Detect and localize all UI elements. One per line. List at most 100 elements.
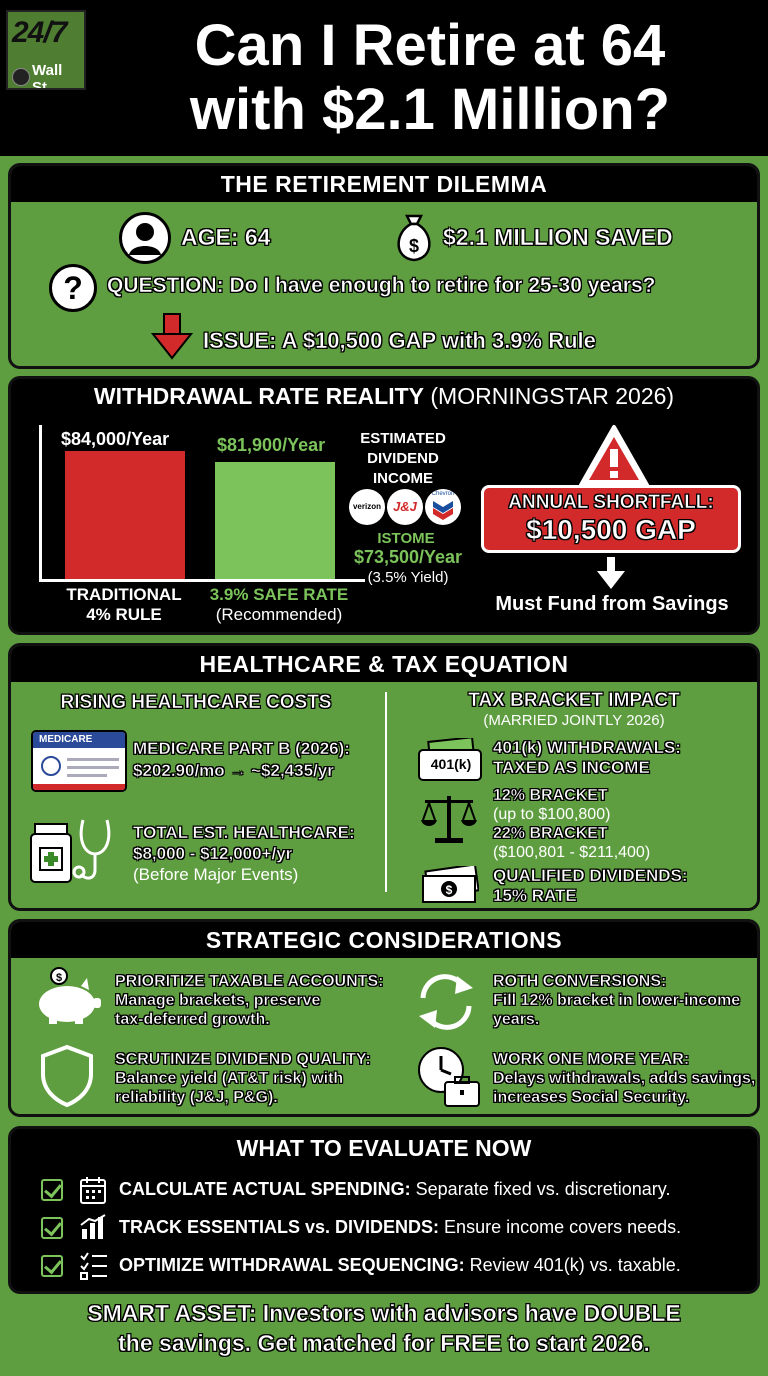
medicare-text: MEDICARE PART B (2026): $202.90/mo → ~$2… <box>133 738 350 782</box>
strategy-2-line-2: years. <box>493 1011 540 1029</box>
chevron-logo-text: Chevron <box>431 491 455 497</box>
section-divider <box>385 692 387 892</box>
evaluate-item-1-bold: CALCULATE ACTUAL SPENDING: <box>119 1179 411 1199</box>
bar2-category-line-2: (Recommended) <box>215 605 343 624</box>
strategy-3-title: SCRUTINIZE DIVIDEND QUALITY: <box>115 1051 371 1069</box>
withdrawal-heading-light: (MORNINGSTAR 2026) <box>430 383 675 409</box>
dividend-line-1: ESTIMATED <box>360 430 446 447</box>
evaluate-now-card: WHAT TO EVALUATE NOW CALCULATE ACTUAL SP… <box>8 1126 760 1294</box>
medicare-line-1: MEDICARE PART B (2026): <box>133 739 350 759</box>
total-healthcare-text: TOTAL EST. HEALTHCARE: $8,000 - $12,000+… <box>133 822 355 885</box>
checklist-icon <box>79 1251 109 1281</box>
scales-icon <box>419 790 479 846</box>
bar-chart-icon <box>79 1213 107 1241</box>
pill-bottle-stethoscope-icon <box>27 814 119 886</box>
healthcare-tax-card: HEALTHCARE & TAX EQUATION RISING HEALTHC… <box>8 643 760 911</box>
bracket-12: 12% BRACKET <box>493 787 608 805</box>
bar1-category-line-2: 4% RULE <box>86 605 162 624</box>
total-line-1: TOTAL EST. HEALTHCARE: <box>133 823 355 843</box>
strategy-3: SCRUTINIZE DIVIDEND QUALITY: Balance yie… <box>115 1050 405 1107</box>
jnj-logo: J&J <box>387 489 423 525</box>
evaluate-item-2-bold: TRACK ESSENTIALS vs. DIVIDENDS: <box>119 1217 440 1237</box>
svg-text:$: $ <box>446 883 453 897</box>
bar2-value-label: $81,900/Year <box>217 435 326 455</box>
wall-st-logo[interactable]: 24/7 Wall St. <box>6 10 86 90</box>
checkbox-icon[interactable] <box>41 1217 63 1239</box>
checkbox-icon[interactable] <box>41 1255 63 1277</box>
bar1-category-line-1: TRADITIONAL <box>66 585 182 604</box>
withdrawal-rate-card: WITHDRAWAL RATE REALITY (MORNINGSTAR 202… <box>8 376 760 635</box>
footer-line-1: SMART ASSET: Investors with advisors hav… <box>87 1300 681 1327</box>
calendar-icon <box>79 1175 107 1205</box>
bar-traditional-4pct <box>65 451 185 579</box>
strategic-considerations-card: STRATEGIC CONSIDERATIONS $ PRIORITIZE TA… <box>8 919 760 1117</box>
smart-asset-footer[interactable]: SMART ASSET: Investors with advisors hav… <box>8 1298 760 1362</box>
title-line-2: with $2.1 Million? <box>189 77 671 142</box>
shortfall-label: ANNUAL SHORTFALL: <box>508 492 714 514</box>
bar2-category-label: 3.9% SAFE RATE (Recommended) <box>199 585 359 625</box>
arrow-down-icon <box>150 312 194 360</box>
withdrawal-heading-bold: WITHDRAWAL RATE REALITY <box>93 383 424 409</box>
strategy-4: WORK ONE MORE YEAR: Delays withdrawals, … <box>493 1050 757 1107</box>
money-bag-icon: $ <box>389 210 439 264</box>
wallet-label: 401(k) <box>430 756 472 772</box>
svg-text:$: $ <box>56 972 62 984</box>
page-title: Can I Retire at 64 with $2.1 Million? <box>100 14 760 142</box>
fund-from-savings: Must Fund from Savings <box>495 593 729 615</box>
evaluate-item-3-text: Review 401(k) vs. taxable. <box>464 1255 681 1275</box>
istome-label: ISTOME <box>377 530 435 547</box>
medicare-line-2: $202.90/mo → ~$2,435/yr <box>133 761 334 781</box>
strategy-1-title: PRIORITIZE TAXABLE ACCOUNTS: <box>115 973 384 991</box>
healthcare-heading: HEALTHCARE & TAX EQUATION <box>11 646 757 682</box>
shortfall-value: $10,500 GAP <box>526 514 696 546</box>
dividend-amount: $73,500/Year <box>353 547 463 567</box>
dividend-line-2: DIVIDEND <box>367 450 439 467</box>
header: 24/7 Wall St. Can I Retire at 64 with $2… <box>0 0 768 156</box>
bracket-12-range: (up to $100,800) <box>493 806 611 823</box>
bar-safe-rate-3-9pct <box>215 462 335 579</box>
withdrawals-text: 401(k) WITHDRAWALS: TAXED AS INCOME <box>493 738 681 778</box>
shortfall-box: ANNUAL SHORTFALL: $10,500 GAP <box>481 485 741 553</box>
issue-text: ISSUE: A $10,500 GAP with 3.9% Rule <box>203 328 596 354</box>
globe-icon <box>12 68 30 86</box>
bar1-value-label: $84,000/Year <box>61 429 170 449</box>
warning-icon <box>577 423 651 489</box>
strategy-4-title: WORK ONE MORE YEAR: <box>493 1051 690 1069</box>
qualified-dividends-text: QUALIFIED DIVIDENDS: 15% RATE <box>493 866 688 906</box>
person-icon <box>119 212 171 264</box>
dividend-yield: (3.5% Yield) <box>367 569 449 586</box>
cash-icon: $ <box>421 863 480 904</box>
chevron-logo: Chevron <box>425 489 461 525</box>
qualified-line-2: 15% RATE <box>493 886 577 906</box>
medicare-card-icon: MEDICARE <box>31 730 127 792</box>
dividend-income-label: ESTIMATED DIVIDEND INCOME <box>351 429 455 489</box>
brackets-text: 12% BRACKET (up to $100,800) 22% BRACKET… <box>493 786 650 862</box>
evaluate-item-1-text: Separate fixed vs. discretionary. <box>410 1179 671 1199</box>
strategy-4-line-1: Delays withdrawals, adds savings, <box>493 1070 756 1088</box>
logo-247: 24/7 <box>12 16 67 49</box>
logo-wall-st: Wall St. <box>32 62 63 90</box>
medicare-card-label: MEDICARE <box>33 732 125 748</box>
question-text: QUESTION: Do I have enough to retire for… <box>107 274 656 298</box>
checkbox-icon[interactable] <box>41 1179 63 1201</box>
dilemma-heading: THE RETIREMENT DILEMMA <box>11 166 757 202</box>
withdrawals-line-2: TAXED AS INCOME <box>493 758 650 778</box>
strategy-1-line-1: Manage brackets, preserve <box>115 992 321 1010</box>
evaluate-heading: WHAT TO EVALUATE NOW <box>236 1135 532 1161</box>
age-text: AGE: 64 <box>181 224 271 251</box>
right-column-title: TAX BRACKET IMPACT <box>468 690 680 712</box>
title-line-1: Can I Retire at 64 <box>194 13 666 78</box>
svg-text:$: $ <box>409 236 419 256</box>
chart-x-axis <box>39 579 365 582</box>
shield-icon <box>39 1044 95 1108</box>
bar1-category-label: TRADITIONAL 4% RULE <box>59 585 189 625</box>
wallet-icon: 401(k) <box>417 736 483 782</box>
strategy-3-line-2: reliability (J&J, P&G). <box>115 1089 278 1107</box>
total-line-3: (Before Major Events) <box>133 865 299 884</box>
evaluate-item-2-text: Ensure income covers needs. <box>439 1217 682 1237</box>
strategy-1-line-2: tax-deferred growth. <box>115 1011 270 1029</box>
strategy-2-title: ROTH CONVERSIONS: <box>493 973 667 991</box>
evaluate-item-1: CALCULATE ACTUAL SPENDING: Separate fixe… <box>119 1179 670 1200</box>
left-column-title: RISING HEALTHCARE COSTS <box>60 692 332 714</box>
strategy-1: PRIORITIZE TAXABLE ACCOUNTS: Manage brac… <box>115 972 405 1029</box>
